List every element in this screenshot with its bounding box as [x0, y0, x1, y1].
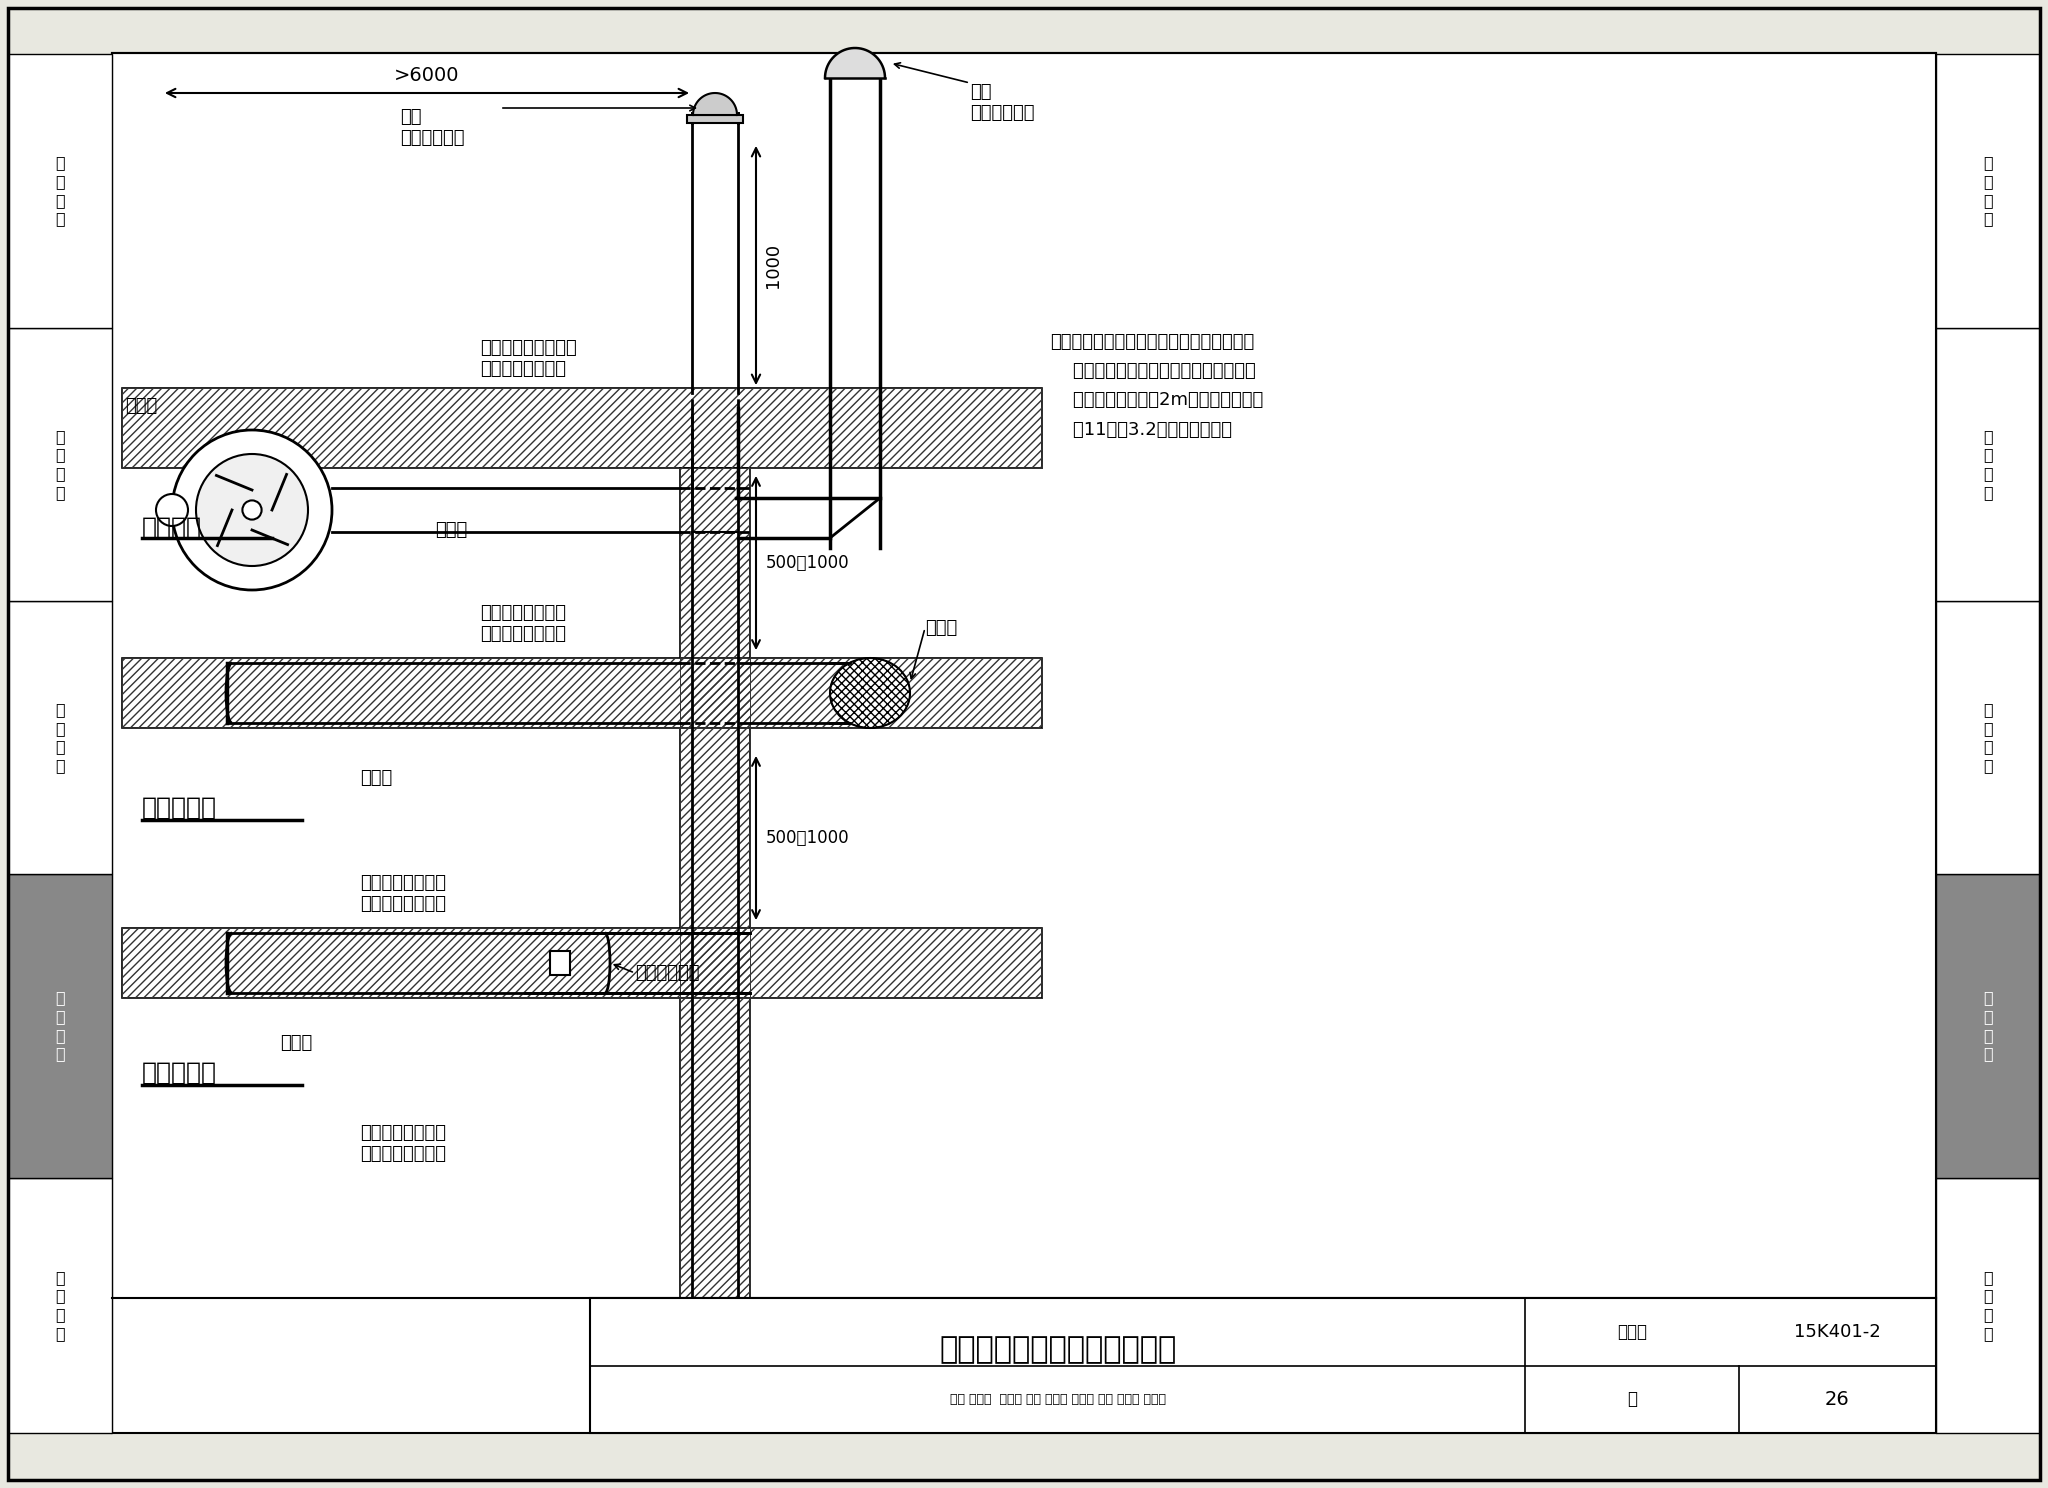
Text: 侧墙排风二: 侧墙排风二 — [141, 1061, 217, 1085]
Text: 工
程
实
例: 工 程 实 例 — [55, 156, 66, 226]
Polygon shape — [825, 48, 885, 77]
Text: 屋顶排风: 屋顶排风 — [141, 516, 203, 540]
Bar — [123, 929, 1042, 998]
Text: 电
气
控
制: 电 气 控 制 — [1982, 429, 1993, 500]
Bar — [123, 929, 1042, 998]
Text: 设
计
说
明: 设 计 说 明 — [1982, 1269, 1993, 1341]
Text: 通风末端装置: 通风末端装置 — [635, 964, 700, 982]
Circle shape — [242, 500, 262, 519]
Bar — [113, 54, 1935, 1433]
Text: 500～1000: 500～1000 — [766, 829, 850, 847]
Bar — [551, 951, 569, 975]
Text: 1000: 1000 — [764, 243, 782, 289]
Text: 柔性穿屋顶防水做法
参见相关国标图集: 柔性穿屋顶防水做法 参见相关国标图集 — [479, 339, 578, 378]
Text: 图集号: 图集号 — [1618, 1323, 1647, 1341]
Text: 26: 26 — [1825, 1390, 1849, 1409]
Bar — [1935, 327, 2040, 601]
Text: 风帽
与排气管配套: 风帽 与排气管配套 — [399, 109, 465, 147]
Bar — [686, 115, 743, 124]
Text: 真空泵: 真空泵 — [125, 397, 158, 415]
Bar — [590, 1298, 1935, 1433]
Circle shape — [172, 430, 332, 591]
Bar — [8, 1177, 113, 1433]
Bar — [680, 469, 750, 1298]
Text: >6000: >6000 — [395, 65, 459, 85]
Ellipse shape — [829, 658, 909, 728]
Text: 注：烟气排放可采用屋顶排风或侧墙排风，
    排风口应设在人员不经常通行的地方，
    距地面高度不低于2m，并满足本图集
    第11页第3.2条的相关: 注：烟气排放可采用屋顶排风或侧墙排风， 排风口应设在人员不经常通行的地方， 距地… — [1051, 333, 1264, 439]
Bar — [1935, 873, 2040, 1177]
Text: 液
化
气
站: 液 化 气 站 — [1982, 702, 1993, 772]
Bar — [680, 469, 750, 1298]
Bar — [123, 658, 1042, 728]
Bar — [1935, 55, 2040, 327]
Bar — [123, 658, 1042, 728]
Text: 侧墙排风一: 侧墙排风一 — [141, 796, 217, 820]
Text: 审核 张蔚东  钮秋霆 校对 管冬敏 宇之船 设计 蔡存占 聂后吕: 审核 张蔚东 钮秋霆 校对 管冬敏 宇之船 设计 蔡存占 聂后吕 — [950, 1393, 1165, 1406]
Text: 排气管: 排气管 — [360, 769, 393, 787]
Circle shape — [197, 454, 307, 565]
Bar — [8, 55, 113, 327]
Text: 排气管: 排气管 — [434, 521, 467, 539]
Text: 500～1000: 500～1000 — [766, 554, 850, 571]
Text: 排气管: 排气管 — [281, 1034, 311, 1052]
Text: 页: 页 — [1628, 1390, 1636, 1408]
Text: 施
工
安
装: 施 工 安 装 — [1982, 991, 1993, 1061]
Bar — [1935, 1177, 2040, 1433]
Bar — [123, 388, 1042, 469]
Text: 风帽
与排气管配套: 风帽 与排气管配套 — [971, 83, 1034, 122]
Text: 防护网: 防护网 — [926, 619, 956, 637]
Bar — [123, 388, 1042, 469]
Text: 烟气排放管穿墙、出屋面做法: 烟气排放管穿墙、出屋面做法 — [940, 1335, 1176, 1364]
Text: 施
工
安
装: 施 工 安 装 — [55, 991, 66, 1061]
Text: 液
化
气
站: 液 化 气 站 — [55, 702, 66, 772]
Polygon shape — [692, 94, 737, 115]
Text: 柔性穿墙防水做法
参见相关国标图集: 柔性穿墙防水做法 参见相关国标图集 — [360, 875, 446, 914]
Circle shape — [156, 494, 188, 525]
Bar — [1935, 601, 2040, 873]
Text: 设
计
说
明: 设 计 说 明 — [55, 1269, 66, 1341]
Text: 电
气
控
制: 电 气 控 制 — [55, 429, 66, 500]
Text: 柔性穿墙防水做法
参见相关国标图集: 柔性穿墙防水做法 参见相关国标图集 — [479, 604, 565, 643]
Text: 15K401-2: 15K401-2 — [1794, 1323, 1880, 1341]
Bar — [8, 327, 113, 601]
Text: 工
程
实
例: 工 程 实 例 — [1982, 156, 1993, 226]
Bar — [8, 601, 113, 873]
Bar — [8, 873, 113, 1177]
Text: 柔性穿墙防水做法
参见相关国标图集: 柔性穿墙防水做法 参见相关国标图集 — [360, 1125, 446, 1164]
